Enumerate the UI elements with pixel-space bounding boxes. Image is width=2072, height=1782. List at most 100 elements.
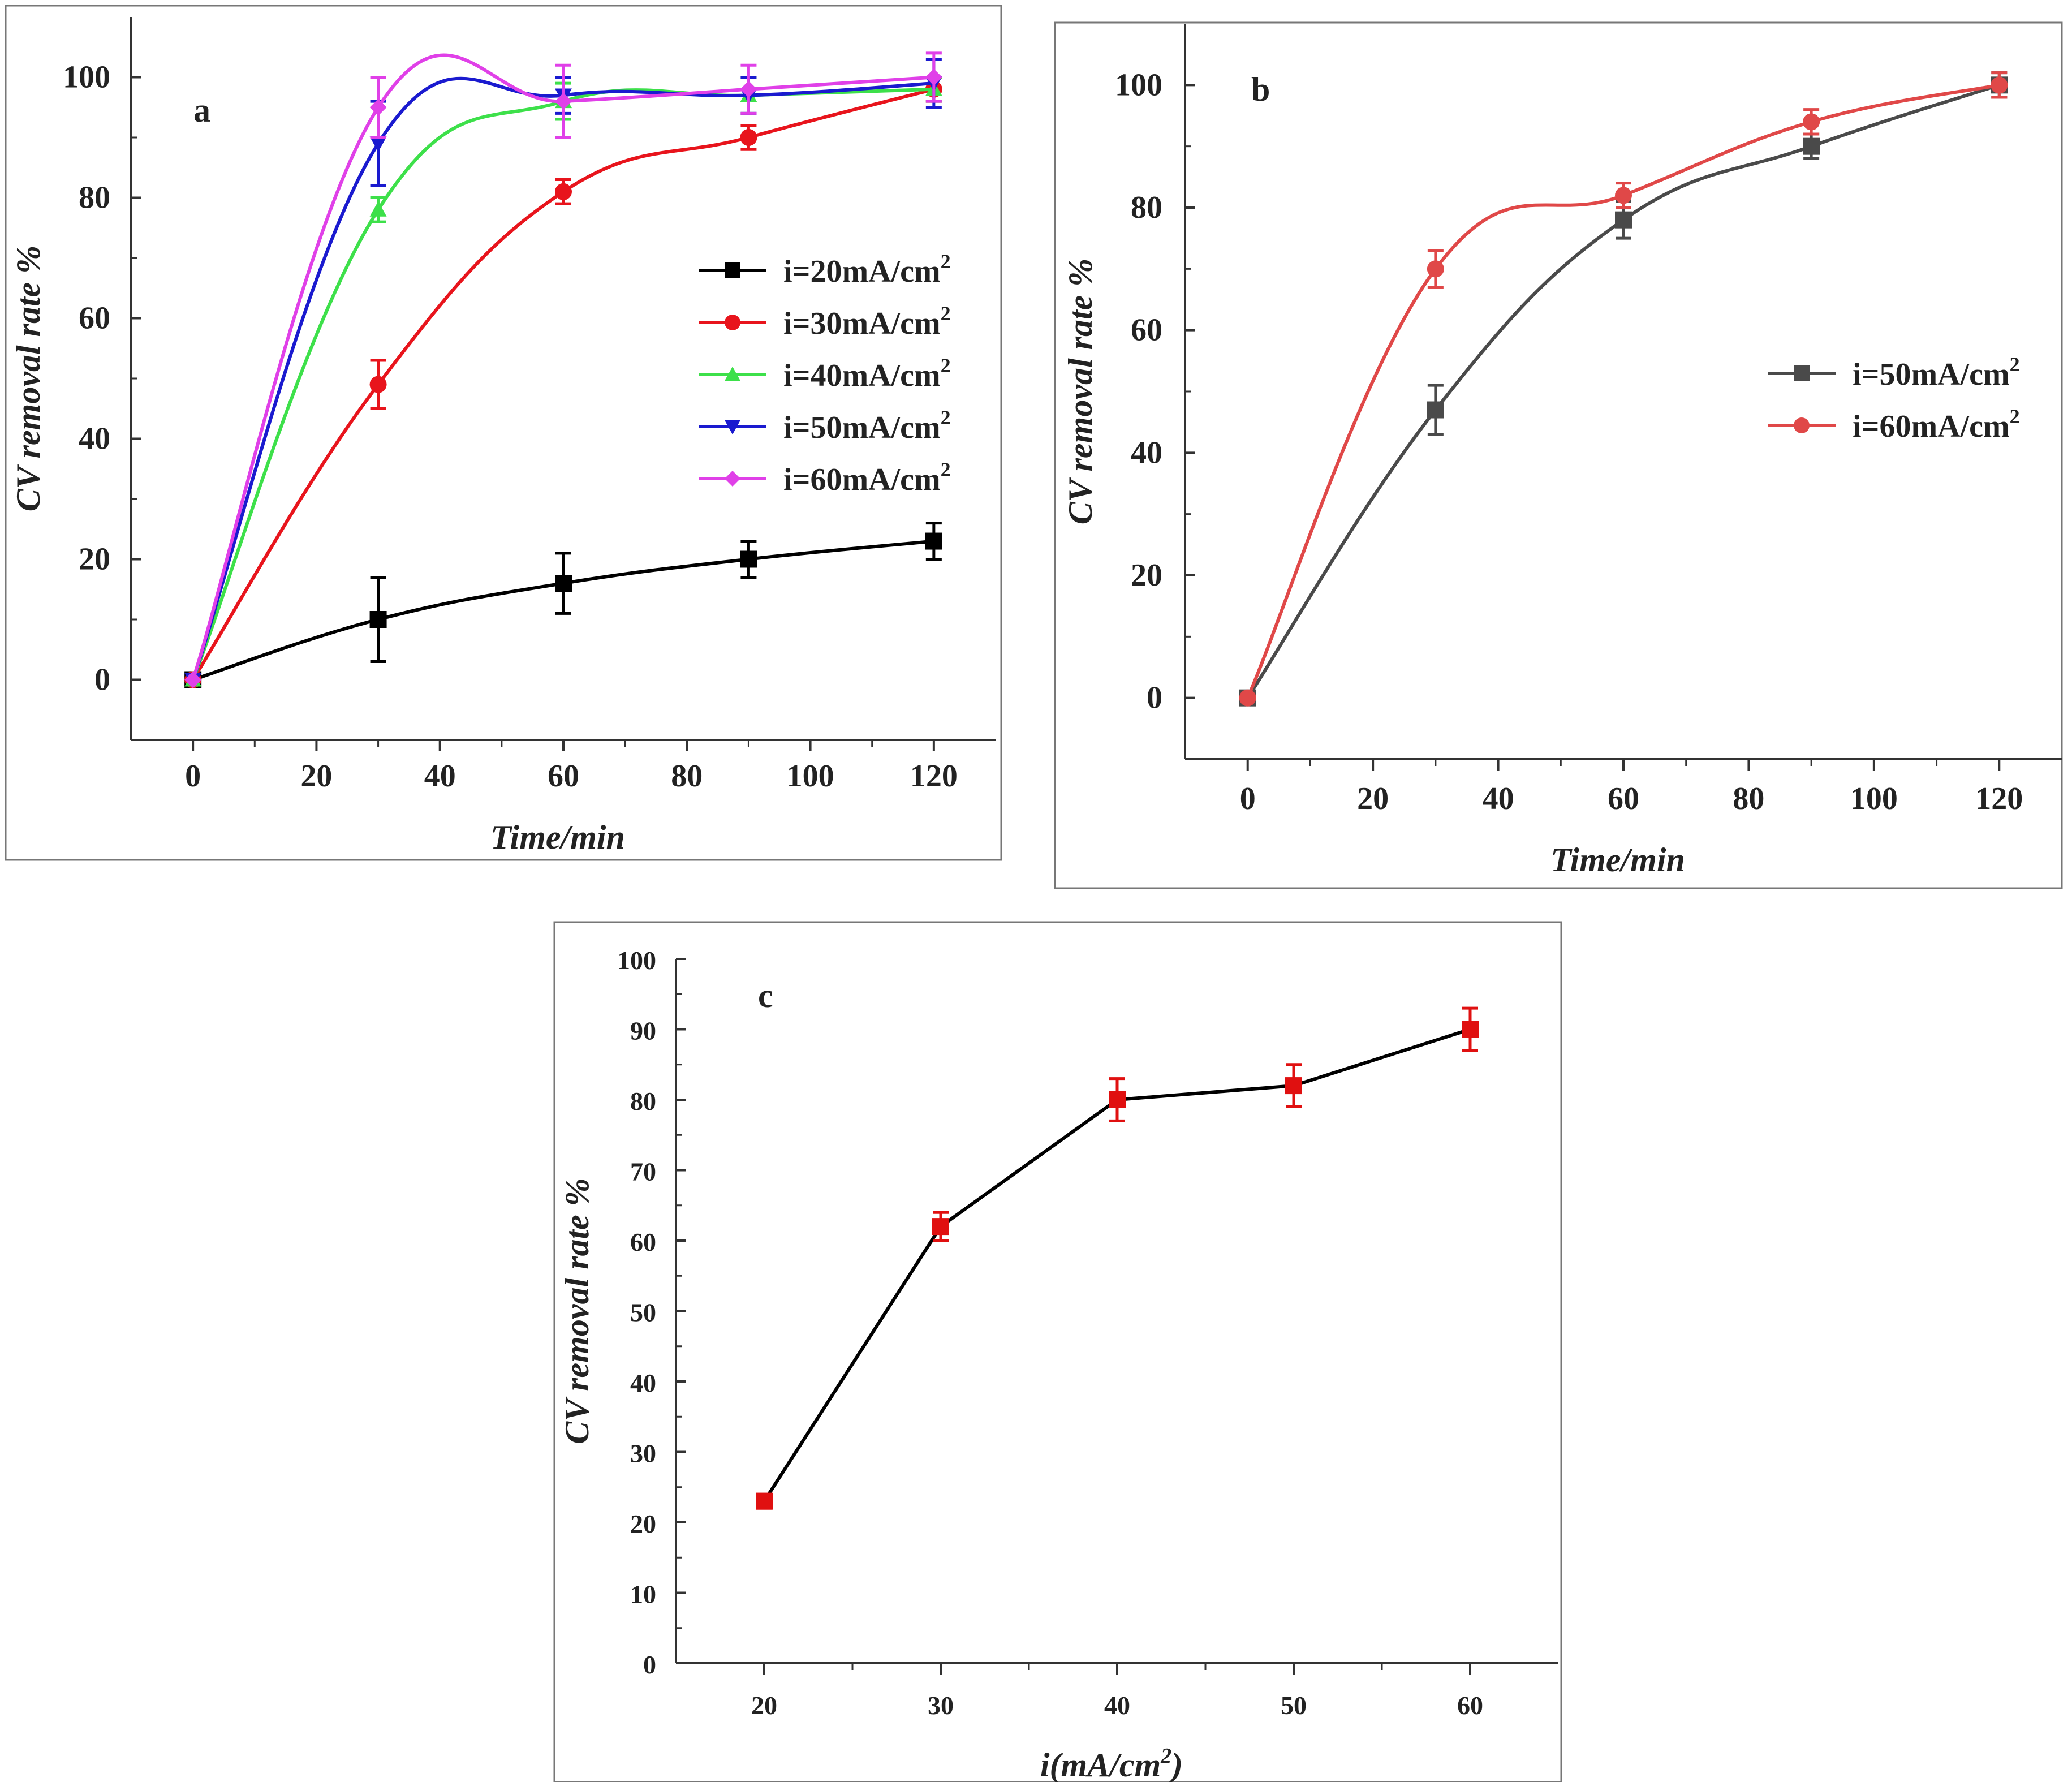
data-point: [740, 550, 757, 568]
data-point: [1462, 1021, 1479, 1038]
data-point: [1285, 1077, 1302, 1095]
panel-frame: [553, 921, 1562, 1782]
legend: i=20mA/cm2 i=30mA/cm2 i=40mA/cm2 i=50mA/cm2…: [699, 250, 951, 497]
legend-swatch-marker: [725, 471, 740, 487]
data-point: [369, 201, 387, 217]
chart-panel-c: 0 10 20 30 40 50 60 70 80 90 100 20 30 40 50 60 i(mA/cm2…: [553, 921, 1562, 1782]
y-tick-label: 40: [79, 421, 110, 457]
data-point: [369, 98, 387, 116]
y-tick-label: 60: [630, 1228, 656, 1256]
legend-label: i=40mA/cm2: [783, 354, 951, 393]
x-axis-label: Time/min: [1550, 841, 1685, 879]
data-point: [369, 376, 387, 393]
x-tick-label: 0: [185, 759, 201, 794]
data-point: [1803, 137, 1820, 155]
series-2: [1239, 71, 2008, 707]
series-line: [1246, 83, 2000, 699]
x-tick-label: 40: [1104, 1691, 1130, 1720]
series-line: [191, 53, 934, 681]
data-point: [740, 80, 757, 98]
x-axis-label-end: ): [1169, 1746, 1183, 1782]
legend-swatch-marker: [725, 367, 740, 381]
data-point: [184, 671, 202, 688]
x-axis-label: Time/min: [490, 819, 625, 856]
x-axis-label-sup: 2: [1160, 1744, 1171, 1768]
y-tick-label: 0: [1147, 681, 1162, 716]
x-tick-label: 60: [1608, 781, 1639, 816]
x-tick-label: 50: [1281, 1691, 1307, 1720]
y-tick-label: 20: [630, 1509, 656, 1538]
legend: i=50mA/cm2 i=60mA/cm2: [1768, 353, 2020, 444]
legend-label-sup: 2: [941, 302, 951, 325]
data-point: [1615, 211, 1632, 229]
data-point: [756, 1492, 773, 1510]
series-line: [191, 87, 934, 681]
legend-label: i=60mA/cm2: [783, 458, 951, 497]
y-axis-label: CV removal rate %: [10, 246, 47, 512]
series-line: [191, 76, 934, 681]
data-point: [1427, 260, 1444, 278]
legend-label: i=20mA/cm2: [783, 250, 951, 289]
y-tick-label: 60: [79, 301, 110, 336]
data-point: [1803, 113, 1820, 131]
series-1: [184, 522, 942, 688]
x-tick-label: 40: [1483, 781, 1514, 816]
y-tick-label: 40: [630, 1368, 656, 1397]
y-axis-label: CV removal rate %: [1062, 259, 1099, 525]
series-line: [1246, 83, 2000, 699]
legend-label: i=60mA/cm2: [1853, 405, 2020, 444]
data-point: [369, 136, 387, 152]
x-tick-label: 120: [910, 759, 958, 794]
data-point: [740, 129, 757, 146]
y-tick-label: 100: [617, 946, 656, 975]
panel-frame: [1054, 21, 2063, 889]
y-tick-label: 100: [63, 60, 110, 95]
x-axis-label: i(mA/cm2): [1040, 1744, 1183, 1782]
y-tick-label: 60: [1131, 313, 1162, 348]
panel-frame: [5, 5, 1002, 861]
y-tick-label: 80: [630, 1087, 656, 1116]
data-point: [555, 93, 572, 110]
data-point: [369, 611, 387, 628]
legend-label: i=50mA/cm2: [1853, 353, 2020, 392]
y-axis-label: CV removal rate %: [558, 1178, 596, 1444]
x-tick-label: 40: [424, 759, 456, 794]
legend-label: i=30mA/cm2: [783, 302, 951, 341]
legend-label: i=50mA/cm2: [783, 406, 951, 445]
legend-label-sup: 2: [2010, 405, 2020, 428]
legend-swatch-marker: [725, 262, 740, 278]
x-tick-label: 100: [1850, 781, 1898, 816]
x-tick-label: 0: [1240, 781, 1256, 816]
y-tick-label: 10: [630, 1580, 656, 1609]
legend-label-sup: 2: [941, 250, 951, 273]
data-point: [925, 68, 942, 86]
y-tick-label: 30: [630, 1439, 656, 1468]
x-tick-label: 120: [1975, 781, 2023, 816]
series-5: [184, 51, 942, 688]
data-point: [1427, 401, 1444, 419]
x-tick-label: 80: [1733, 781, 1764, 816]
y-tick-label: 0: [94, 662, 110, 698]
y-tick-label: 50: [630, 1298, 656, 1327]
chart-panel-a: 0 20 40 60 80 100 0 20 40 60 80 100 120 Time/min CV re…: [5, 5, 1002, 861]
series-1: [756, 1006, 1479, 1510]
y-tick-label: 20: [1131, 558, 1162, 593]
x-tick-label: 30: [928, 1691, 954, 1720]
x-tick-label: 20: [300, 759, 332, 794]
data-point: [555, 183, 572, 200]
data-point: [1991, 76, 2008, 94]
y-tick-label: 80: [1131, 190, 1162, 225]
data-point: [1239, 689, 1256, 707]
legend-label-sup: 2: [941, 354, 951, 377]
data-point: [1615, 187, 1632, 204]
y-tick-label: 40: [1131, 435, 1162, 470]
legend-label-sup: 2: [2010, 353, 2020, 376]
data-point: [1109, 1091, 1126, 1108]
y-tick-label: 20: [79, 542, 110, 577]
y-tick-label: 80: [79, 180, 110, 216]
data-point: [925, 532, 942, 550]
x-tick-label: 60: [1457, 1691, 1483, 1720]
y-tick-label: 100: [1115, 67, 1162, 102]
legend-label-sup: 2: [941, 406, 951, 429]
